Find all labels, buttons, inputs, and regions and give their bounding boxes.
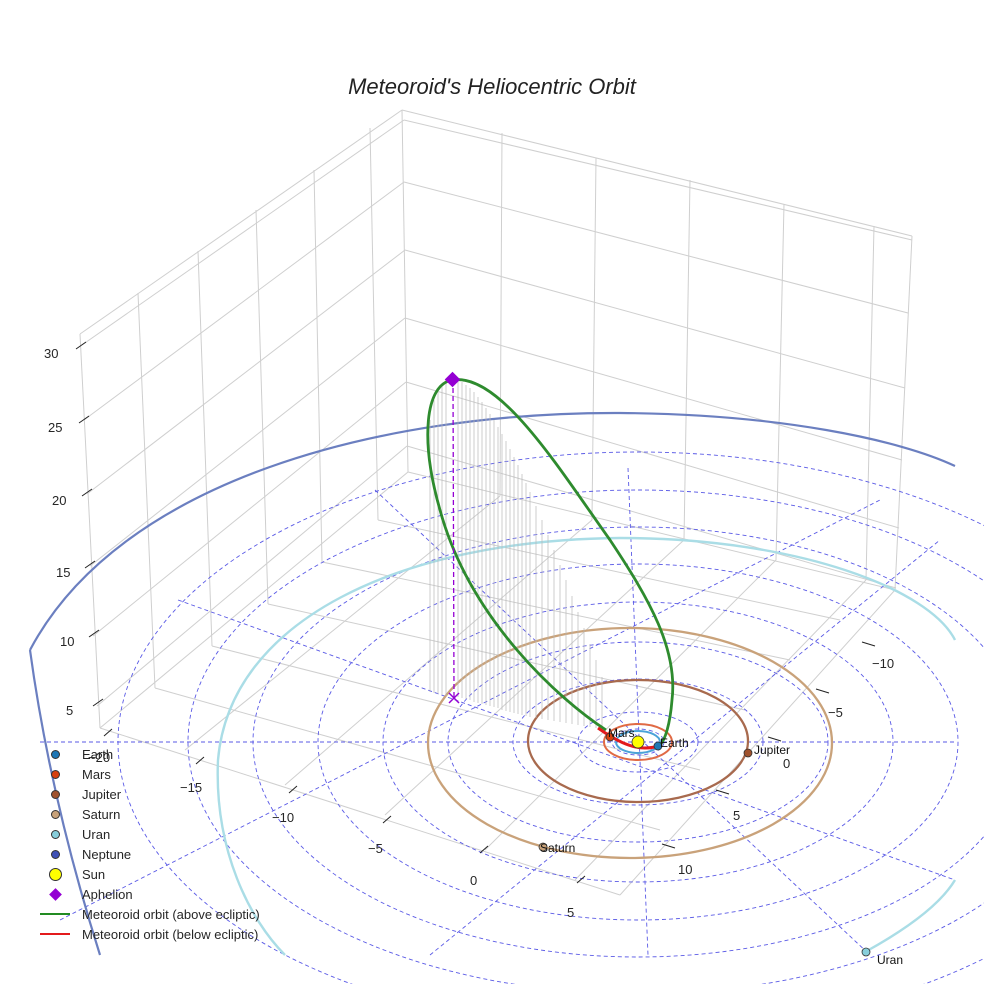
y-tick-0: 0 — [783, 756, 790, 771]
y-tick-5: 5 — [733, 808, 740, 823]
earth-marker — [653, 741, 663, 751]
x-tick-neg15: −15 — [180, 780, 202, 795]
legend: Earth Mars Jupiter Saturn Uran Neptune S… — [38, 744, 260, 944]
z-tick-5: 5 — [66, 703, 73, 718]
aphelion-projection-icon — [448, 692, 460, 704]
jupiter-orbit — [526, 678, 750, 804]
green-line-icon — [40, 912, 70, 916]
legend-label: Neptune — [82, 846, 132, 862]
meteoroid-orbit-above — [426, 378, 675, 746]
mars-orbit — [603, 723, 673, 761]
z-tick-15: 15 — [56, 565, 70, 580]
uran-orbit-lower — [864, 879, 957, 954]
mars-marker — [605, 732, 615, 742]
earth-dot-icon — [50, 749, 60, 759]
neptune-orbit-lower — [28, 649, 102, 956]
planets[interactable] — [538, 732, 871, 957]
earth-orbit — [615, 730, 661, 754]
legend-label: Sun — [82, 866, 106, 882]
z-tick-20: 20 — [52, 493, 66, 508]
red-line-icon — [40, 932, 70, 936]
y-tick-10: 10 — [678, 862, 692, 877]
legend-label: Meteoroid orbit (above ecliptic) — [82, 906, 260, 922]
chart-title: Meteoroid's Heliocentric Orbit — [348, 74, 636, 99]
z-tick-10: 10 — [60, 634, 74, 649]
legend-label: Jupiter — [82, 786, 122, 802]
saturn-marker — [538, 842, 548, 852]
legend-label: Uran — [82, 826, 111, 842]
y-tick-neg10: −10 — [872, 656, 894, 671]
legend-item-aphelion[interactable]: Aphelion — [38, 884, 260, 904]
neptune-orbit — [29, 411, 956, 651]
uran-label: Uran — [877, 953, 903, 967]
earth-label: Earth — [660, 736, 689, 750]
legend-item-sun[interactable]: Sun — [38, 864, 260, 884]
legend-item-earth[interactable]: Earth — [38, 744, 260, 764]
z-tick-30: 30 — [44, 346, 58, 361]
y-axis: −10 −5 0 5 10 — [661, 641, 894, 877]
x-tick-neg20: −20 — [88, 750, 110, 765]
x-tick-neg5: −5 — [368, 841, 383, 856]
legend-item-neptune[interactable]: Neptune — [38, 844, 260, 864]
neptune-dot-icon — [50, 849, 60, 859]
mars-label: Mars — [608, 726, 635, 740]
mars-dot-icon — [50, 769, 60, 779]
jupiter-label: Jupiter — [754, 743, 790, 757]
x-tick-0: 0 — [470, 873, 477, 888]
jupiter-dot-icon — [50, 789, 60, 799]
legend-label: Earth — [82, 746, 114, 762]
legend-item-jupiter[interactable]: Jupiter — [38, 784, 260, 804]
z-tick-25: 25 — [48, 420, 62, 435]
legend-label: Mars — [82, 766, 111, 782]
planet-orbits — [28, 411, 957, 956]
legend-label: Saturn — [82, 806, 121, 822]
uran-dot-icon — [50, 829, 60, 839]
y-tick-neg5: −5 — [828, 705, 843, 720]
sun-marker — [631, 735, 645, 749]
x-tick-neg10: −10 — [272, 810, 294, 825]
sun-dot-icon — [48, 867, 62, 881]
axes-box-grid — [79, 109, 913, 896]
legend-item-orbit-below[interactable]: Meteoroid orbit (below ecliptic) — [38, 924, 260, 944]
legend-item-mars[interactable]: Mars — [38, 764, 260, 784]
diamond-icon — [48, 887, 62, 901]
jupiter-marker — [743, 748, 753, 758]
legend-item-uran[interactable]: Uran — [38, 824, 260, 844]
x-axis: −20 −15 −10 −5 0 5 — [88, 728, 586, 920]
saturn-orbit — [426, 626, 834, 860]
ecliptic-polar-grid — [40, 451, 984, 984]
legend-item-orbit-above[interactable]: Meteoroid orbit (above ecliptic) — [38, 904, 260, 924]
aphelion-drop-line — [452, 379, 455, 698]
uran-orbit — [216, 536, 957, 956]
saturn-dot-icon — [50, 809, 60, 819]
orbit-projection-stems — [429, 380, 603, 729]
saturn-label: Saturn — [540, 841, 575, 855]
z-axis: 30 25 20 15 10 5 — [44, 341, 104, 718]
legend-item-saturn[interactable]: Saturn — [38, 804, 260, 824]
legend-label: Aphelion — [82, 886, 133, 902]
legend-label: Meteoroid orbit (below ecliptic) — [82, 926, 259, 942]
uran-marker — [861, 947, 871, 957]
meteoroid-orbit — [426, 378, 675, 750]
x-tick-5: 5 — [567, 905, 574, 920]
